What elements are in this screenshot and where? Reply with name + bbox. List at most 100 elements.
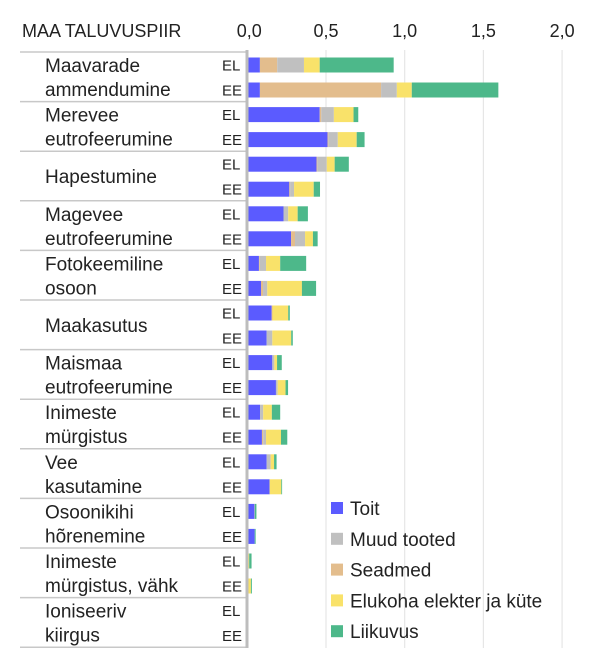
bar-segment-liikuvus (280, 255, 307, 271)
bar-segment-seadmed (319, 107, 322, 123)
bar-segment-toit (247, 454, 267, 470)
sub-label-el: EL (222, 107, 240, 124)
bar-segment-toit (247, 305, 272, 321)
bar-segment-elukoha-elekter-ja-küte (396, 82, 412, 98)
x-tick-label: 2,0 (550, 21, 575, 41)
sub-label-el: EL (222, 256, 240, 273)
bar-segment-toit (247, 132, 328, 148)
sub-label-ee: EE (222, 579, 242, 596)
bar-segment-elukoha-elekter-ja-küte (270, 454, 275, 470)
category-label: Magevee (45, 205, 123, 226)
bar-segment-liikuvus (411, 82, 499, 98)
bar-segment-toit (247, 231, 292, 247)
bar-segment-elukoha-elekter-ja-küte (267, 280, 302, 296)
sub-label-el: EL (222, 206, 240, 223)
bar-segment-toit (247, 503, 255, 519)
category-label: osoon (45, 278, 97, 299)
category-label: eutrofeerumine (45, 130, 173, 151)
legend-label: Elukoha elekter ja küte (350, 591, 542, 612)
category-label: Maakasutus (45, 316, 147, 337)
category-label: eutrofeerumine (45, 229, 173, 250)
bar-segment-elukoha-elekter-ja-küte (266, 255, 281, 271)
bar-segment-toit (247, 528, 255, 544)
bar-segment-muud-tooted (277, 57, 304, 73)
bar-segment-muud-tooted (259, 255, 267, 271)
bar-segment-liikuvus (249, 553, 252, 569)
bar-segment-muud-tooted (290, 181, 295, 197)
bar-segment-liikuvus (250, 578, 252, 594)
sub-label-ee: EE (222, 380, 242, 397)
bar-segment-toit (247, 355, 273, 371)
sub-label-el: EL (222, 603, 240, 620)
category-label: eutrofeerumine (45, 378, 173, 399)
category-label: Ioniseeriv (45, 602, 127, 623)
sub-label-ee: EE (222, 479, 242, 496)
bar-segment-toit (247, 181, 290, 197)
sub-label-ee: EE (222, 430, 242, 447)
bar-segment-liikuvus (301, 280, 317, 296)
bar-segment-liikuvus (334, 156, 349, 172)
bar-segment-muud-tooted (294, 231, 306, 247)
sub-label-ee: EE (222, 281, 242, 298)
bar-segment-muud-tooted (283, 206, 289, 222)
bar-segment-seadmed (327, 132, 329, 148)
bar-segment-elukoha-elekter-ja-küte (272, 305, 289, 321)
category-label: Maavarade (45, 56, 140, 77)
bar-segment-liikuvus (254, 528, 256, 544)
bar-segment-toit (247, 330, 267, 346)
bar-segment-toit (247, 82, 260, 98)
bar-segment-liikuvus (285, 380, 289, 396)
bar-segment-elukoha-elekter-ja-küte (303, 57, 320, 73)
bar-segment-toit (247, 479, 270, 495)
category-label: mürgistus (45, 427, 127, 448)
bar-segment-muud-tooted (328, 132, 338, 148)
bar-segment-seadmed (316, 156, 318, 172)
bar-segment-elukoha-elekter-ja-küte (277, 380, 286, 396)
bar-segment-seadmed (259, 82, 382, 98)
category-label: Vee (45, 453, 78, 474)
bar-segment-toit (247, 156, 317, 172)
bar-segment-elukoha-elekter-ja-küte (266, 429, 281, 445)
sub-label-ee: EE (222, 132, 242, 149)
bar-segment-liikuvus (277, 355, 282, 371)
bar-segment-liikuvus (319, 57, 394, 73)
bar-segment-muud-tooted (272, 355, 275, 371)
x-tick-label: 0,5 (313, 21, 338, 41)
legend-label: Toit (350, 499, 380, 520)
bar-segment-elukoha-elekter-ja-küte (269, 479, 282, 495)
category-label: Inimeste (45, 403, 117, 424)
category-label: Inimeste (45, 552, 117, 573)
bar-segment-toit (247, 380, 276, 396)
bar-segment-muud-tooted (381, 82, 397, 98)
category-label: hõrenemine (45, 526, 145, 547)
bar-segment-toit (247, 206, 284, 222)
bar-segment-elukoha-elekter-ja-küte (263, 404, 272, 420)
bar-segment-elukoha-elekter-ja-küte (333, 107, 354, 123)
bar-segment-muud-tooted (254, 503, 256, 519)
category-label: Maismaa (45, 354, 123, 375)
sub-label-el: EL (222, 554, 240, 571)
sub-label-el: EL (222, 405, 240, 422)
row-header: MAA TALUVUSPIIR (22, 21, 181, 41)
x-tick-label: 0,0 (237, 21, 262, 41)
x-tick-label: 1,5 (471, 21, 496, 41)
category-label: Osoonikihi (45, 502, 134, 523)
bar-segment-seadmed (258, 255, 260, 271)
legend-label: Seadmed (350, 561, 431, 582)
bar-segment-liikuvus (288, 305, 290, 321)
bar-segment-muud-tooted (263, 429, 267, 445)
category-label: Merevee (45, 106, 119, 127)
bar-segment-seadmed (259, 57, 278, 73)
bar-segment-seadmed (271, 305, 273, 321)
legend-swatch (331, 532, 343, 545)
bar-segment-muud-tooted (260, 404, 264, 420)
sub-label-el: EL (222, 454, 240, 471)
bar-segment-liikuvus (280, 429, 288, 445)
bar-segment-elukoha-elekter-ja-küte (288, 206, 298, 222)
legend-label: Liikuvus (350, 622, 419, 643)
bar-segment-muud-tooted (321, 107, 334, 123)
bar-segment-muud-tooted (263, 280, 268, 296)
sub-label-el: EL (222, 58, 240, 75)
bar-segment-liikuvus (297, 206, 308, 222)
